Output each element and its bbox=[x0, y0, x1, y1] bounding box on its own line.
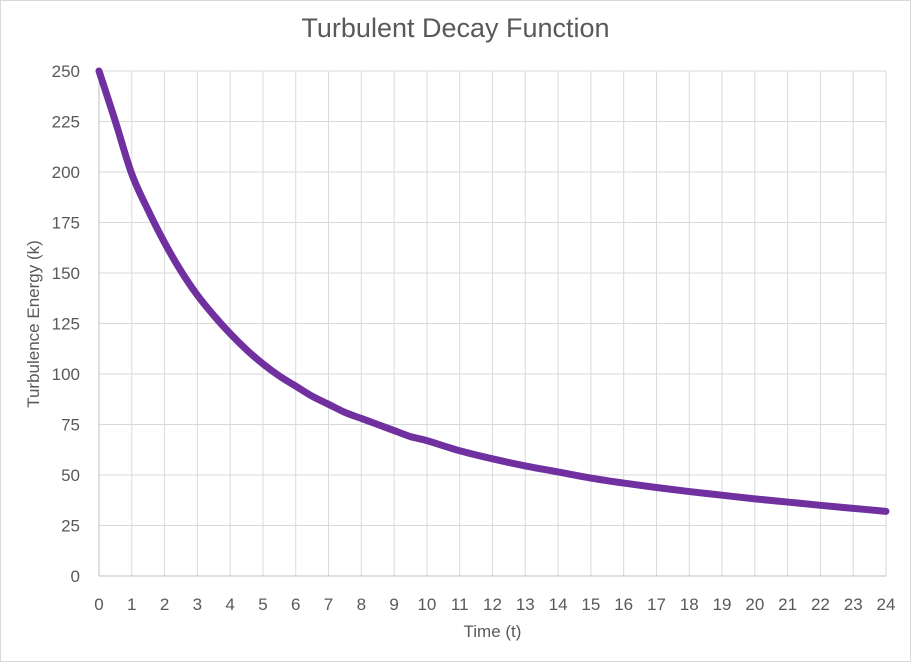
x-tick-label: 2 bbox=[160, 595, 169, 614]
x-tick-label: 18 bbox=[680, 595, 699, 614]
x-tick-label: 24 bbox=[877, 595, 896, 614]
x-tick-label: 19 bbox=[713, 595, 732, 614]
x-tick-label: 5 bbox=[258, 595, 267, 614]
x-tick-label: 15 bbox=[581, 595, 600, 614]
x-tick-label: 4 bbox=[225, 595, 234, 614]
x-tick-label: 22 bbox=[811, 595, 830, 614]
x-tick-label: 6 bbox=[291, 595, 300, 614]
x-tick-label: 14 bbox=[549, 595, 568, 614]
y-tick-label: 225 bbox=[52, 113, 80, 132]
x-tick-label: 3 bbox=[193, 595, 202, 614]
chart-title: Turbulent Decay Function bbox=[301, 13, 610, 43]
x-tick-label: 23 bbox=[844, 595, 863, 614]
x-tick-label: 13 bbox=[516, 595, 535, 614]
x-axis-label: Time (t) bbox=[463, 622, 522, 641]
x-tick-label: 20 bbox=[745, 595, 764, 614]
y-tick-label: 200 bbox=[52, 163, 80, 182]
x-tick-label: 8 bbox=[357, 595, 366, 614]
y-tick-label: 25 bbox=[61, 517, 80, 536]
x-tick-label: 21 bbox=[778, 595, 797, 614]
y-tick-label: 250 bbox=[52, 62, 80, 81]
x-tick-label: 0 bbox=[94, 595, 103, 614]
y-axis-label: Turbulence Energy (k) bbox=[24, 240, 43, 408]
series-line bbox=[95, 67, 890, 515]
y-tick-label: 150 bbox=[52, 264, 80, 283]
y-tick-label: 0 bbox=[71, 567, 80, 586]
x-tick-label: 17 bbox=[647, 595, 666, 614]
x-tick-label: 12 bbox=[483, 595, 502, 614]
x-tick-label: 16 bbox=[614, 595, 633, 614]
x-tick-label: 7 bbox=[324, 595, 333, 614]
y-tick-label: 75 bbox=[61, 416, 80, 435]
x-tick-label: 9 bbox=[389, 595, 398, 614]
x-tick-label: 1 bbox=[127, 595, 136, 614]
x-tick-label: 11 bbox=[451, 595, 469, 614]
y-tick-label: 50 bbox=[61, 466, 80, 485]
y-tick-label: 100 bbox=[52, 365, 80, 384]
y-tick-label: 175 bbox=[52, 214, 80, 233]
y-tick-label: 125 bbox=[52, 315, 80, 334]
x-tick-label: 10 bbox=[417, 595, 436, 614]
